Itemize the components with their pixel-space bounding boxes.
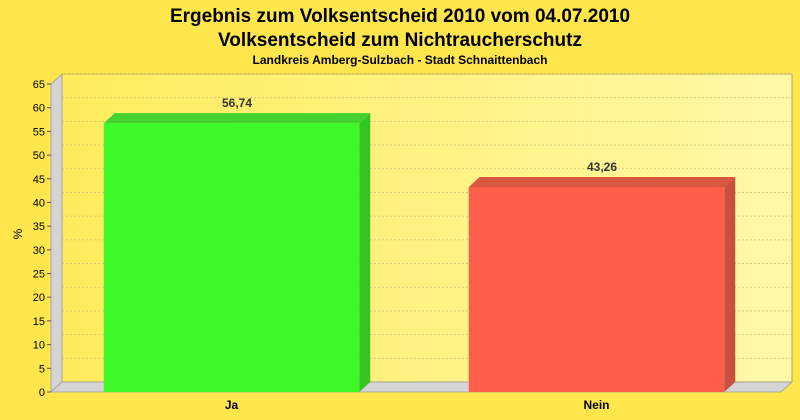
y-tick-label: 20 — [33, 292, 45, 304]
y-tick-label: 10 — [33, 340, 45, 352]
bar-top — [468, 177, 736, 188]
bars: 56,74 43,26 — [103, 96, 736, 392]
y-tick-label: 50 — [33, 150, 45, 162]
data-label: 56,74 — [222, 96, 252, 110]
y-tick-label: 15 — [33, 316, 45, 328]
y-tick-label: 65 — [33, 79, 45, 91]
y-tick-label: 5 — [39, 363, 45, 375]
y-tick-label: 25 — [33, 269, 45, 281]
y-axis-label: % — [11, 228, 25, 239]
x-axis-labels: Ja Nein — [225, 398, 610, 412]
y-tick-label: 30 — [33, 245, 45, 257]
y-axis: 0 5 10 15 20 25 30 35 40 45 50 55 60 65 — [33, 79, 51, 399]
bar-nein — [468, 187, 725, 392]
plot-side-wall — [50, 73, 63, 393]
y-tick-label: 40 — [33, 197, 45, 209]
y-tick-label: 55 — [33, 126, 45, 138]
data-label: 43,26 — [587, 160, 617, 174]
bar-side — [724, 177, 736, 392]
y-tick-label: 60 — [33, 103, 45, 115]
bar-top — [103, 113, 371, 124]
chart-subtitle: Volksentscheid zum Nichtraucherschutz — [218, 30, 582, 51]
chart-subtitle-2: Landkreis Amberg-Sulzbach - Stadt Schnai… — [253, 53, 548, 67]
x-tick-label: Nein — [583, 398, 609, 412]
bar-side — [359, 113, 371, 392]
chart-title: Ergebnis zum Volksentscheid 2010 vom 04.… — [170, 6, 630, 27]
y-tick-label: 35 — [33, 221, 45, 233]
bar-ja — [103, 123, 360, 392]
y-tick-label: 0 — [39, 387, 45, 399]
x-tick-label: Ja — [225, 398, 239, 412]
y-tick-label: 45 — [33, 174, 45, 186]
